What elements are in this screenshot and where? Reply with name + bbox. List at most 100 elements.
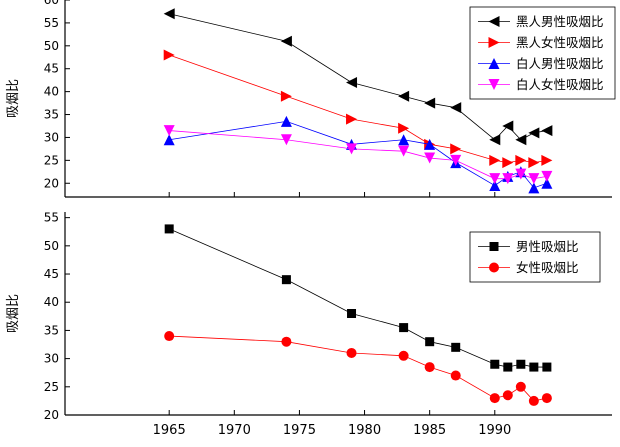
legend-box — [469, 231, 601, 283]
data-point — [425, 337, 435, 347]
data-point — [450, 143, 462, 155]
series-line — [169, 130, 547, 180]
data-point — [163, 8, 175, 20]
data-point — [398, 122, 410, 134]
data-point — [399, 323, 409, 333]
data-point — [489, 393, 500, 404]
bottom-chart-panel: 20 25 30 35 40 45 50 55 1965 1970 1975 1980 1985 1990… — [6, 211, 612, 438]
data-point — [541, 177, 553, 189]
data-point — [280, 115, 292, 127]
legend-marker — [489, 242, 499, 251]
x-tick-label: 1980 — [348, 423, 381, 438]
data-point — [489, 180, 501, 192]
data-point — [424, 97, 436, 109]
data-point — [346, 113, 358, 125]
data-point — [529, 362, 539, 372]
y-tick-label: 50 — [44, 239, 59, 253]
y-tick-label: 20 — [44, 176, 59, 190]
data-point — [346, 76, 358, 88]
y-tick-label: 45 — [44, 267, 59, 281]
data-point — [450, 370, 461, 381]
y-tick-label: 40 — [44, 85, 59, 99]
series-line — [169, 335, 547, 402]
data-point — [280, 90, 292, 102]
data-point — [346, 347, 357, 358]
data-point — [489, 134, 501, 146]
data-point — [451, 342, 461, 352]
data-point — [398, 350, 409, 361]
data-point — [164, 331, 175, 342]
data-point — [515, 154, 527, 166]
data-point — [164, 224, 174, 234]
data-point — [163, 134, 175, 146]
legend-marker — [489, 262, 499, 273]
data-point — [281, 336, 292, 347]
data-point — [489, 173, 501, 185]
data-point — [424, 152, 436, 164]
data-point — [489, 154, 501, 166]
data-point — [515, 168, 527, 180]
y-axis-title: 吸烟比 — [6, 294, 21, 333]
data-point — [542, 362, 552, 372]
legend-marker — [488, 79, 500, 90]
legend-label: 白人女性吸烟比 — [516, 77, 604, 92]
data-point — [398, 134, 410, 146]
y-tick-label: 55 — [44, 16, 59, 30]
legend-label: 黑人女性吸烟比 — [516, 35, 604, 50]
data-point — [490, 359, 500, 369]
data-point — [398, 145, 410, 157]
data-point — [528, 173, 540, 185]
legend-label: 白人男性吸烟比 — [516, 56, 604, 71]
data-point — [528, 127, 540, 139]
data-point — [280, 134, 292, 146]
legend-label: 男性吸烟比 — [516, 239, 579, 254]
x-tick-label: 1975 — [283, 423, 316, 438]
y-tick-label: 60 — [44, 0, 59, 7]
x-tick-label: 1990 — [478, 423, 511, 438]
data-point — [515, 381, 526, 392]
data-point — [541, 154, 553, 166]
data-point — [398, 90, 410, 102]
data-point — [528, 182, 540, 194]
y-tick-label: 50 — [44, 39, 59, 53]
data-point — [541, 125, 553, 137]
data-point — [424, 362, 435, 373]
y-tick-label: 25 — [44, 153, 59, 167]
y-tick-label: 55 — [44, 211, 59, 225]
legend-marker — [488, 58, 500, 69]
data-point — [541, 170, 553, 182]
data-point — [280, 35, 292, 47]
y-tick-label: 25 — [44, 380, 59, 394]
data-point — [502, 120, 514, 132]
y-tick-label: 20 — [44, 408, 59, 422]
series-line — [169, 120, 548, 189]
y-tick-label: 30 — [44, 130, 59, 144]
x-tick-label: 1985 — [413, 423, 446, 438]
data-point — [502, 390, 513, 401]
legend-marker — [488, 37, 500, 48]
data-point — [502, 173, 514, 185]
legend-label: 女性吸烟比 — [516, 260, 579, 275]
data-point — [516, 359, 526, 369]
top-chart-panel: 20 25 30 35 40 45 50 55 60 吸烟比 黑人男性吸烟比黑人女性吸烟比白人男性吸… — [6, 0, 616, 198]
data-point — [528, 157, 540, 169]
data-point — [502, 157, 514, 169]
y-tick-label: 30 — [44, 352, 59, 366]
x-tick-label: 1970 — [218, 423, 251, 438]
data-point — [281, 275, 291, 285]
data-point — [347, 309, 357, 318]
data-point — [163, 125, 175, 137]
data-point — [346, 143, 358, 155]
data-point — [503, 362, 513, 372]
y-tick-label: 35 — [44, 323, 59, 337]
legend-marker — [488, 16, 500, 27]
y-tick-label: 35 — [44, 108, 59, 122]
data-point — [541, 393, 552, 404]
legend-label: 黑人男性吸烟比 — [516, 14, 604, 29]
data-point — [424, 138, 436, 150]
data-point — [528, 395, 539, 406]
x-tick-label: 1965 — [153, 423, 186, 438]
y-tick-label: 40 — [44, 295, 59, 309]
data-point — [163, 49, 175, 61]
